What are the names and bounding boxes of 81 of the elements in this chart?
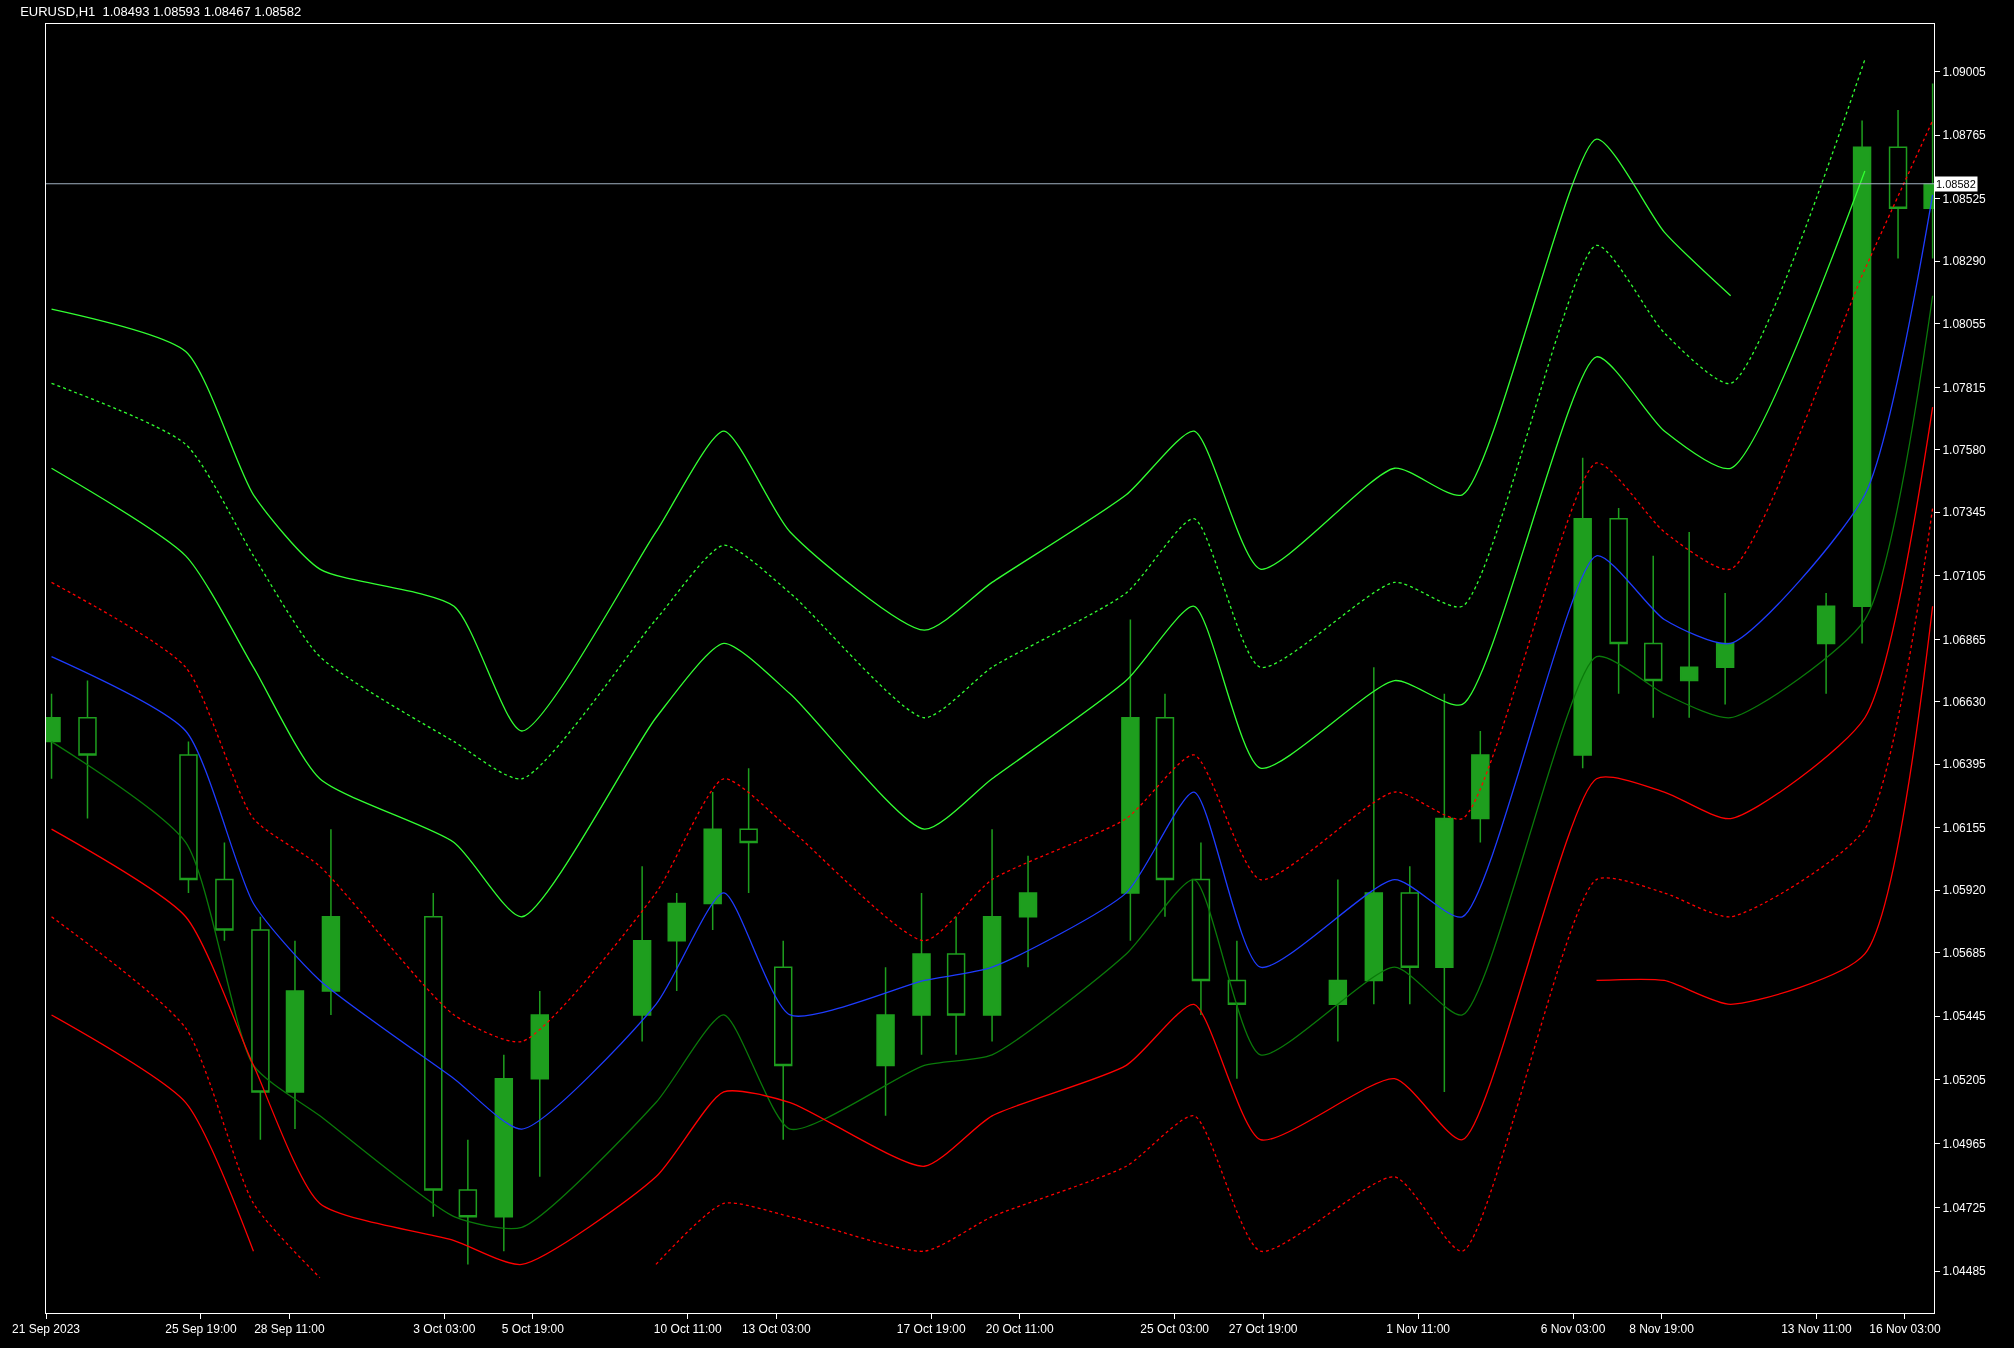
y-tick-label: 1.05205: [1942, 1073, 1987, 1088]
candlestick: [982, 828, 1002, 1043]
candlestick: [1155, 693, 1175, 918]
line-series: [50, 170, 1866, 918]
line-series: [50, 194, 1934, 1130]
y-tick-label: 1.05920: [1942, 883, 1987, 898]
x-tick-label: 20 Oct 11:00: [985, 1322, 1054, 1337]
candlestick: [912, 892, 931, 1056]
candlestick: [321, 828, 341, 1016]
x-tick-label: 27 Oct 19:00: [1228, 1322, 1298, 1337]
candlestick: [632, 865, 652, 1043]
line-series: [50, 119, 1934, 1043]
candlestick: [1715, 592, 1735, 706]
y-tick-label: 1.07815: [1942, 380, 1987, 395]
y-tick-label: 1.07105: [1942, 568, 1987, 583]
candlestick: [1435, 693, 1454, 1093]
candlestick: [1679, 531, 1699, 719]
candlestick: [1816, 592, 1836, 695]
x-tick-label: 25 Oct 03:00: [1140, 1322, 1210, 1337]
candlestick: [1609, 507, 1628, 695]
line-series: [50, 138, 1732, 732]
candlestick: [1191, 841, 1211, 1016]
y-tick-label: 1.06630: [1942, 695, 1987, 710]
y-tick-label: 1.08525: [1942, 192, 1987, 207]
candlestick: [667, 892, 686, 992]
candlestick: [739, 767, 758, 894]
candlestick: [1121, 618, 1140, 942]
candlestick: [876, 966, 895, 1117]
x-tick-label: 8 Nov 19:00: [1629, 1322, 1695, 1337]
candlestick: [285, 939, 305, 1130]
candlestick: [78, 679, 97, 820]
line-series: [50, 295, 1934, 1229]
candlestick: [1018, 854, 1038, 968]
y-tick-label: 1.08055: [1942, 316, 1987, 331]
x-tick-label: 1 Nov 11:00: [1386, 1322, 1451, 1337]
candlestick: [1573, 456, 1592, 769]
candlestick: [703, 791, 722, 931]
candlestick: [1644, 555, 1663, 719]
candlestick: [215, 841, 234, 942]
y-tick-label: 1.08290: [1942, 254, 1987, 269]
chart-title: EURUSD,H1 1.08493 1.08593 1.08467 1.08582: [20, 3, 302, 19]
candlestick: [1364, 666, 1384, 1006]
y-tick-label: 1.05685: [1942, 945, 1987, 960]
candlestick: [1852, 119, 1872, 645]
candlestick: [251, 916, 270, 1141]
y-tick-label: 1.09005: [1942, 64, 1987, 79]
y-tick-label: 1.05445: [1942, 1009, 1987, 1024]
candlestick: [179, 740, 198, 894]
candlestick: [1328, 878, 1348, 1043]
candlestick: [1471, 730, 1490, 844]
x-tick-label: 5 Oct 19:00: [501, 1322, 565, 1337]
y-tick-label: 1.08765: [1942, 128, 1987, 143]
y-tick-label: 1.07345: [1942, 505, 1987, 520]
candlestick: [530, 990, 550, 1178]
x-tick-label: 6 Nov 03:00: [1540, 1322, 1606, 1337]
candlestick: [424, 892, 443, 1218]
x-tick-label: 3 Oct 03:00: [413, 1322, 476, 1337]
candlestick: [1227, 939, 1247, 1080]
y-tick-label: 1.04725: [1942, 1200, 1987, 1215]
y-tick-label: 1.04965: [1942, 1136, 1987, 1151]
x-tick-label: 10 Oct 11:00: [653, 1322, 723, 1337]
candlestick: [1888, 109, 1908, 260]
y-tick-label: 1.04485: [1942, 1264, 1987, 1279]
candlestick: [1400, 865, 1420, 1006]
y-tick-label: 1.06155: [1942, 821, 1987, 836]
y-tick-label: 1.06395: [1942, 757, 1987, 772]
x-tick-label: 21 Sep 2023: [11, 1322, 81, 1337]
x-tick-label: 17 Oct 19:00: [896, 1322, 966, 1337]
line-series: [50, 58, 1866, 780]
x-tick-label: 13 Nov 11:00: [1781, 1322, 1852, 1337]
ref-line-label: 1.08582: [1936, 178, 1976, 190]
x-tick-label: 13 Oct 03:00: [741, 1322, 811, 1337]
x-tick-label: 25 Sep 19:00: [165, 1322, 237, 1337]
candlestick: [946, 916, 966, 1056]
y-tick-label: 1.06865: [1942, 632, 1987, 647]
candlestick: [774, 939, 793, 1141]
x-tick-label: 16 Nov 03:00: [1869, 1322, 1941, 1337]
candlestick: [458, 1138, 478, 1266]
y-tick-label: 1.07580: [1942, 442, 1987, 457]
candlestick: [494, 1054, 514, 1252]
x-tick-label: 28 Sep 11:00: [254, 1322, 325, 1337]
